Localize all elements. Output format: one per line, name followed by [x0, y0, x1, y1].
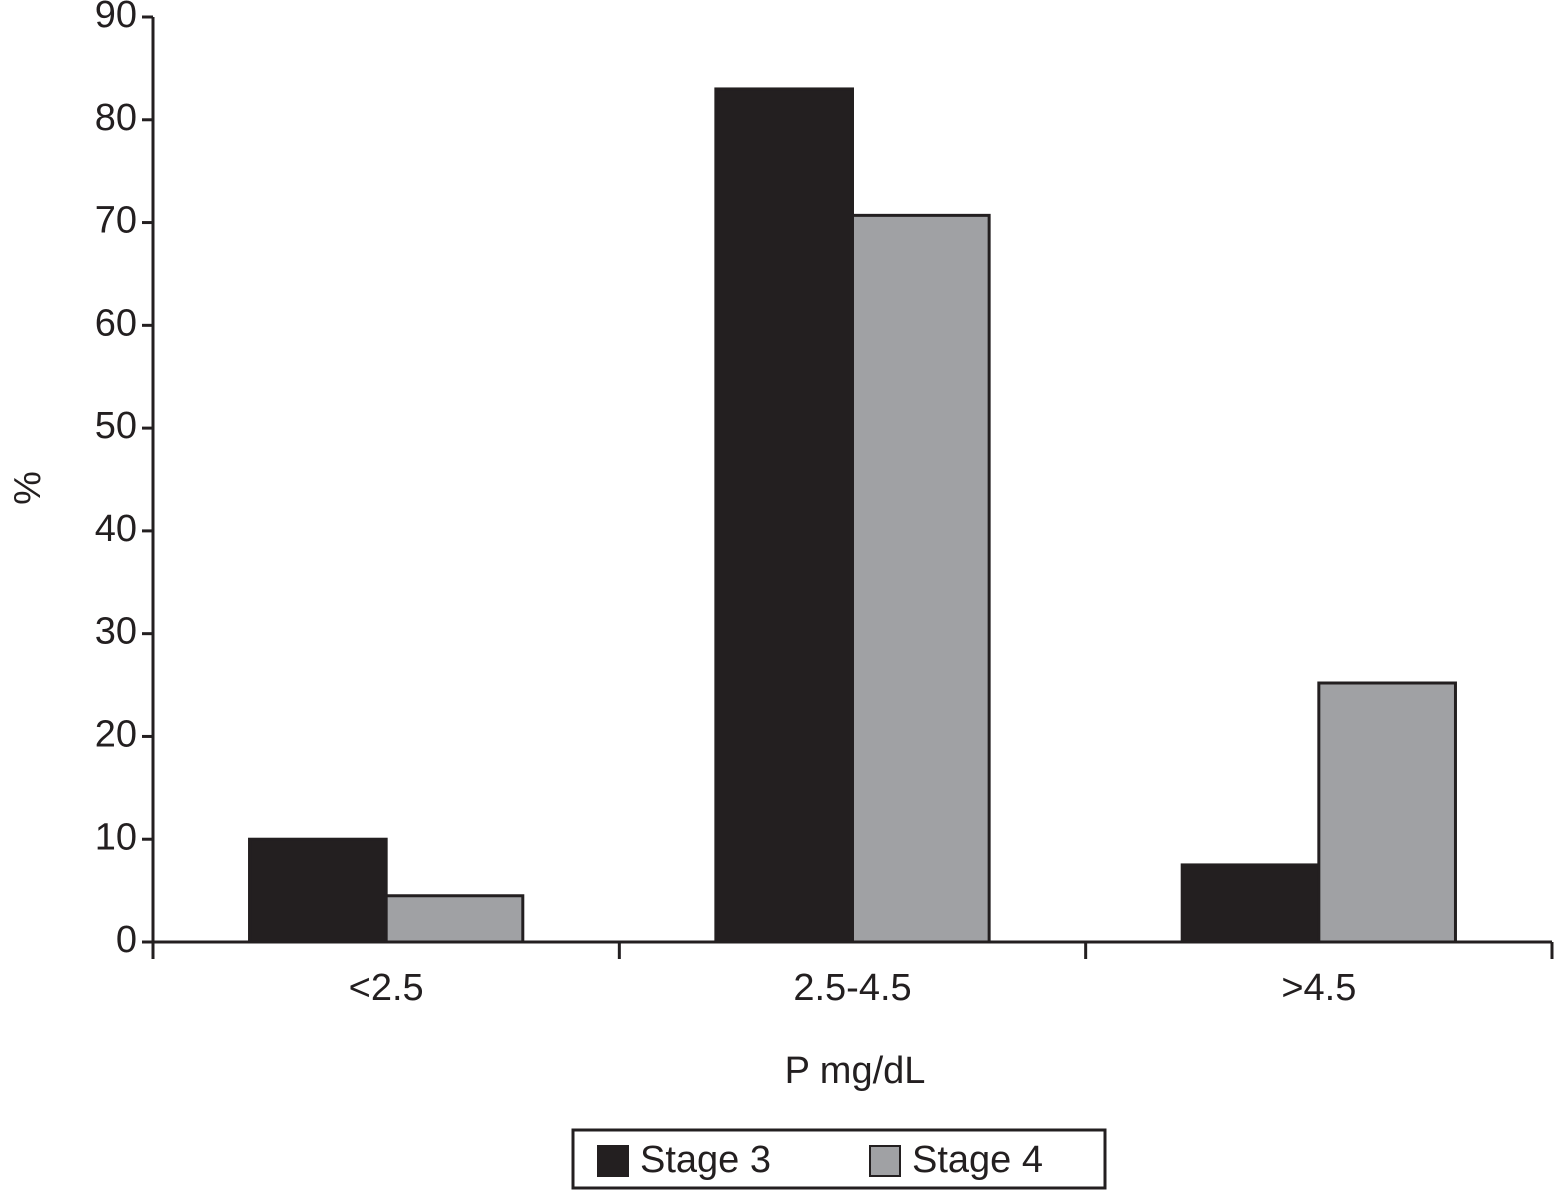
y-tick-label: 90 [95, 0, 137, 36]
y-tick-label: 40 [95, 508, 137, 550]
y-tick-label: 20 [95, 713, 137, 755]
y-tick-label: 30 [95, 611, 137, 653]
legend-box [571, 1128, 1107, 1190]
y-tick-label: 70 [95, 200, 137, 242]
y-tick-label: 60 [95, 302, 137, 344]
bar [1180, 863, 1321, 944]
bar [384, 894, 525, 944]
legend-swatch [869, 1145, 901, 1177]
legend-swatch [597, 1145, 629, 1177]
bar [248, 837, 388, 944]
legend-label: Stage 4 [912, 1139, 1043, 1181]
y-tick-label: 80 [95, 97, 137, 139]
legend-label: Stage 3 [640, 1139, 771, 1181]
bar [714, 87, 854, 944]
y-tick-label: 50 [95, 405, 137, 447]
bar [851, 213, 991, 944]
x-axis-label: P mg/dL [785, 1050, 926, 1092]
bar [1317, 681, 1457, 944]
y-tick-label: 0 [116, 919, 137, 961]
x-tick-label: <2.5 [349, 967, 424, 1009]
x-tick-label: >4.5 [1281, 967, 1356, 1009]
x-tick-label: 2.5-4.5 [793, 967, 911, 1009]
y-tick-label: 10 [95, 816, 137, 858]
y-axis-label: % [7, 471, 49, 505]
